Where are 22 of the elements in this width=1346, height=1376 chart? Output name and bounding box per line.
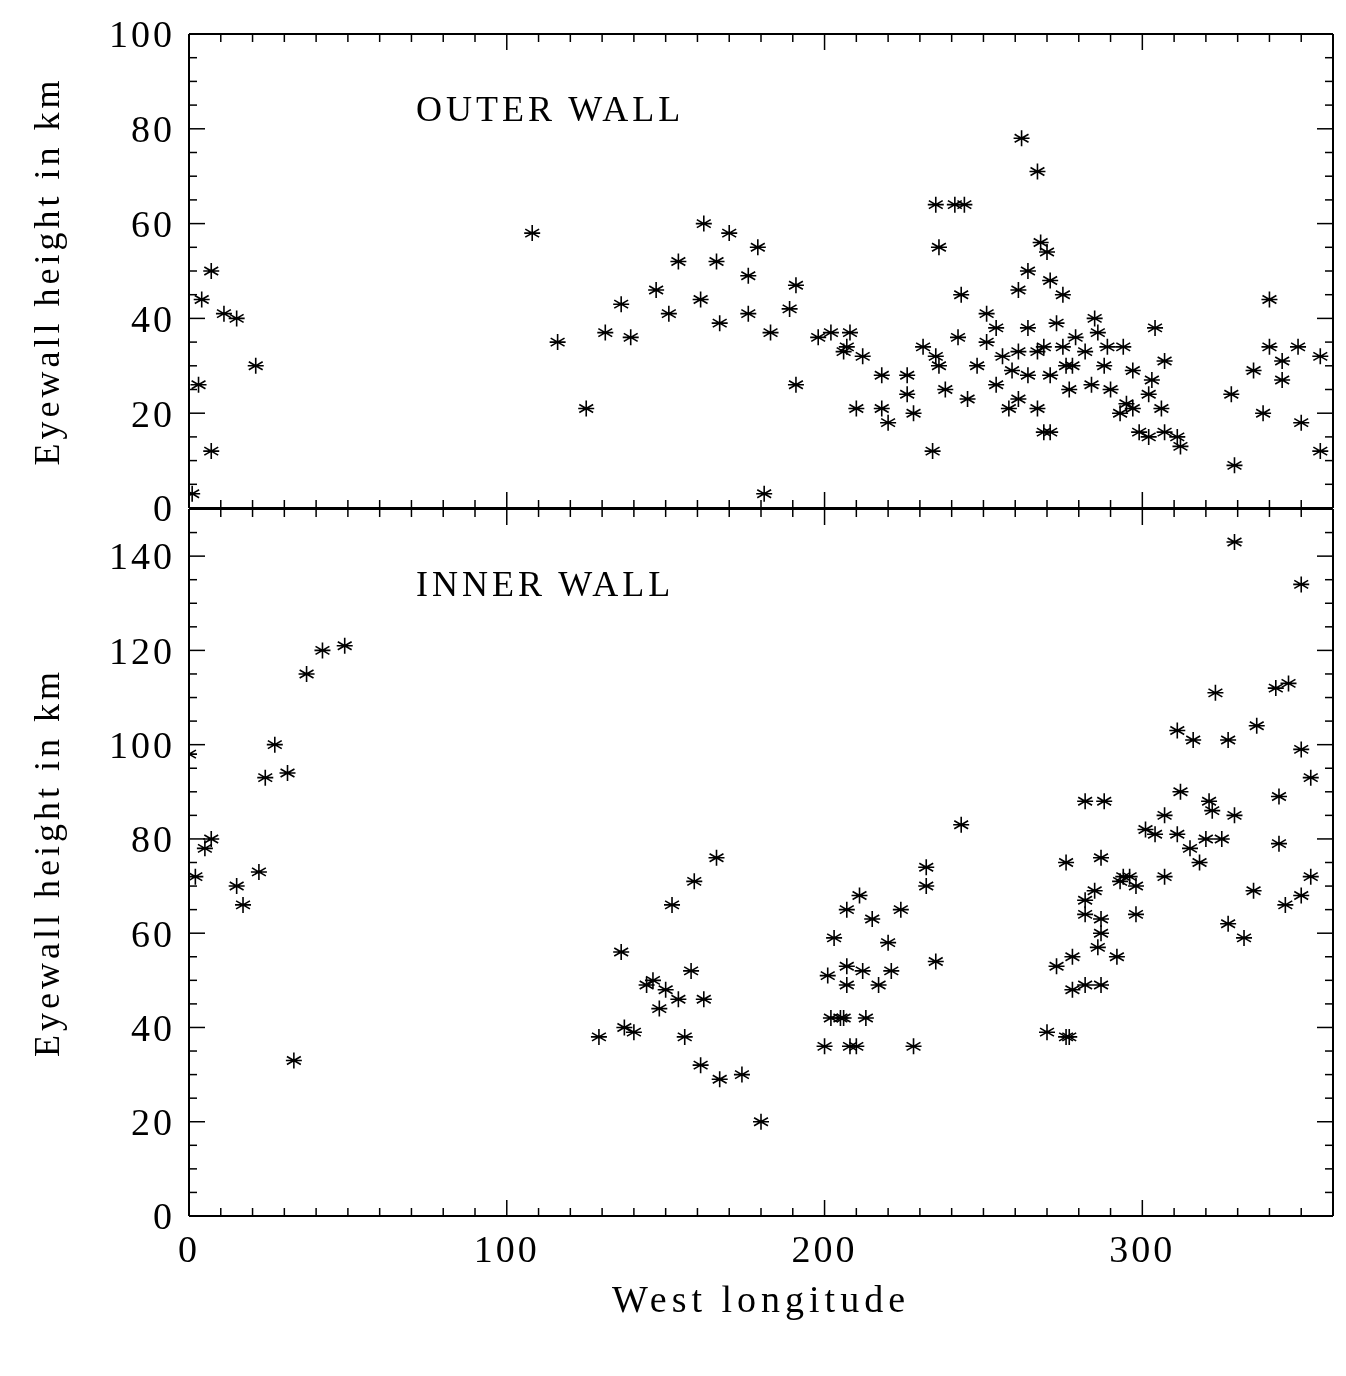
y-tick-label: 60 [131,912,175,955]
y-tick-label: 100 [109,13,175,56]
y-tick-label: 20 [131,392,175,435]
y-tick-label: 20 [131,1101,175,1144]
y-tick-label: 40 [131,297,175,340]
annotation: INNER WALL [416,563,675,605]
y-axis-title: Eyewall height in km [26,76,67,466]
y-tick-label: 80 [131,818,175,861]
annotation: OUTER WALL [416,88,685,130]
y-tick-label: 140 [109,535,175,578]
x-axis-title: West longitude [611,1278,911,1320]
y-tick-label: 0 [153,1195,175,1238]
y-tick-label: 120 [109,629,175,672]
y-tick-label: 40 [131,1006,175,1049]
x-tick-label: 100 [473,1228,540,1270]
y-tick-label: 60 [131,202,175,245]
y-tick-label: 80 [131,108,175,151]
y-axis-title: Eyewall height in km [26,668,67,1057]
y-tick-label: 100 [109,723,175,766]
y-tick-label: 0 [153,487,175,530]
x-tick-label: 300 [1109,1228,1176,1270]
x-tick-label: 200 [791,1228,858,1270]
